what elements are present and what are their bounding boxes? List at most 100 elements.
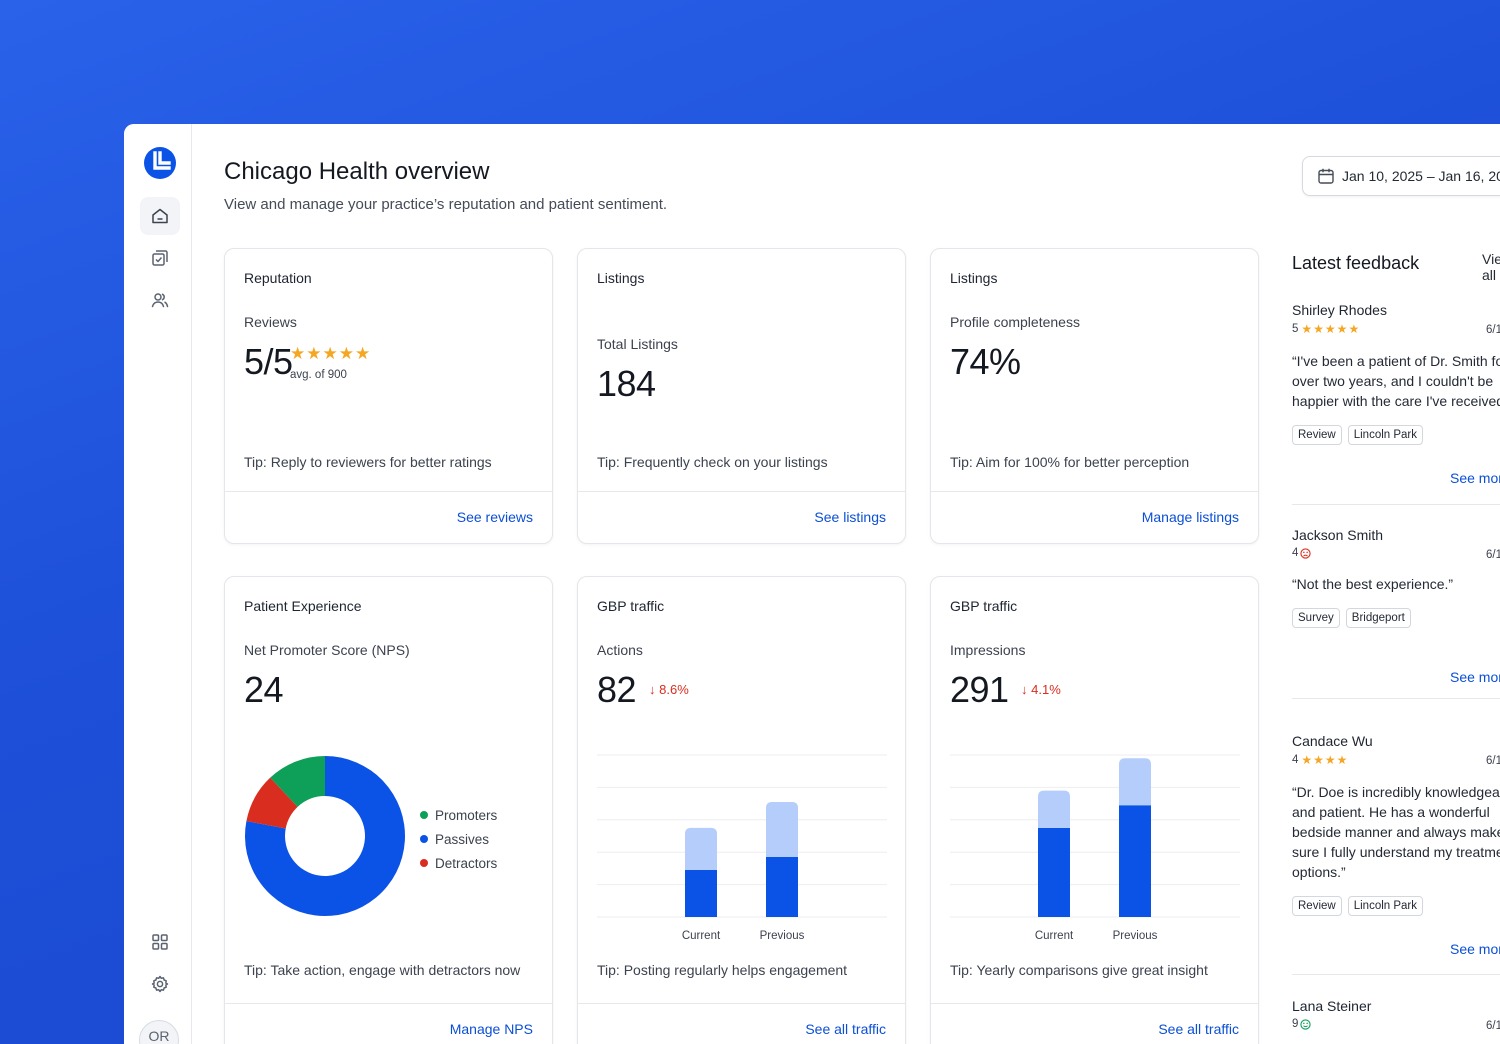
nav-users[interactable] xyxy=(140,281,180,319)
home-icon xyxy=(152,208,168,224)
rating-stars: ★★★★ xyxy=(1301,753,1349,767)
impressions-change: ↓ 4.1% xyxy=(1021,682,1061,697)
rating-stars: ★★★★★ xyxy=(290,344,372,363)
feedback-tags: Review Lincoln Park xyxy=(1292,425,1500,445)
metric-label: Impressions xyxy=(950,642,1026,658)
feedback-text: “Not the best experience.” xyxy=(1292,574,1500,594)
card-footer: See listings xyxy=(578,491,905,543)
nav-tasks[interactable] xyxy=(140,239,180,277)
feedback-date: 6/16 xyxy=(1486,549,1500,561)
nps-value: 24 xyxy=(244,669,284,710)
actions-value: 82 xyxy=(597,669,637,710)
total-listings-value: 184 xyxy=(597,363,656,404)
profile-completeness-card: Listings Profile completeness 74% Tip: A… xyxy=(930,248,1259,544)
legend-item-promoters: Promoters xyxy=(420,803,497,827)
feedback-text-line: bedside manner and always makes xyxy=(1292,824,1500,840)
divider xyxy=(1292,698,1500,699)
feedback-item[interactable]: Candace Wu 4 ★★★★ 6/16 “Dr. Doe is incre… xyxy=(1292,733,1500,916)
bar-current-segment-0[interactable] xyxy=(685,870,717,917)
score-value: 5 xyxy=(1292,323,1299,335)
view-all-feedback-link[interactable]: View all xyxy=(1482,251,1500,283)
manage-nps-link[interactable]: Manage NPS xyxy=(449,1021,533,1037)
bar-previous-segment-1[interactable] xyxy=(1119,758,1151,806)
source-tag: Review xyxy=(1292,425,1342,445)
reviews-score: 5/5 xyxy=(244,341,293,382)
manage-listings-link[interactable]: Manage listings xyxy=(1141,509,1239,525)
see-more-link[interactable]: See more xyxy=(1450,470,1500,486)
score-value: 9 xyxy=(1292,1018,1299,1030)
source-tag: Review xyxy=(1292,896,1342,916)
nps-legend: Promoters Passives Detractors xyxy=(420,803,497,875)
feedback-date: 6/16 xyxy=(1486,1020,1500,1032)
sidebar: OR xyxy=(124,124,192,1044)
feedback-title: Latest feedback xyxy=(1292,253,1420,273)
feedback-score: 4 xyxy=(1292,547,1500,559)
impressions-bar-chart: Current Previous xyxy=(950,754,1240,942)
score-value: 4 xyxy=(1292,547,1299,559)
see-more-link[interactable]: See more xyxy=(1450,941,1500,957)
bar-current-segment-0[interactable] xyxy=(1038,827,1070,917)
card-footer: Manage NPS xyxy=(225,1003,552,1044)
bar-current-segment-1[interactable] xyxy=(685,827,717,871)
feedback-text-line: over two years, and I couldn't be xyxy=(1292,373,1494,389)
donut-slice-promoters[interactable] xyxy=(270,756,325,807)
feedback-date: 6/16 xyxy=(1486,324,1500,336)
impressions-value: 291 xyxy=(950,669,1009,710)
sad-face-icon xyxy=(1300,547,1312,559)
patient-experience-card: Patient Experience Net Promoter Score (N… xyxy=(224,576,553,1044)
feedback-text-line: “Dr. Doe is incredibly knowledgeable xyxy=(1292,784,1500,800)
date-range-picker[interactable]: Jan 10, 2025 – Jan 16, 2025 xyxy=(1302,156,1500,196)
card-title: Reputation xyxy=(244,270,312,286)
see-all-traffic-link[interactable]: See all traffic xyxy=(1158,1021,1239,1037)
gbp-impressions-card: GBP traffic Impressions 291 ↓ 4.1% Curre… xyxy=(930,576,1259,1044)
metric-label: Profile completeness xyxy=(950,314,1080,330)
bar-previous-segment-0[interactable] xyxy=(766,857,798,917)
source-tag: Survey xyxy=(1292,608,1340,628)
see-listings-link[interactable]: See listings xyxy=(814,509,886,525)
reputation-card: Reputation Reviews 5/5 ★★★★★ avg. of 900… xyxy=(224,248,553,544)
bar-previous-segment-1[interactable] xyxy=(766,801,798,858)
metric-label: Reviews xyxy=(244,314,297,330)
user-avatar[interactable]: OR xyxy=(139,1020,179,1044)
users-icon xyxy=(151,293,169,308)
feedback-score: 5 ★★★★★ xyxy=(1292,322,1500,336)
date-range-label: Jan 10, 2025 – Jan 16, 2025 xyxy=(1342,168,1500,184)
feedback-item[interactable]: Lana Steiner 9 6/16 xyxy=(1292,998,1500,1032)
change-value: 4.1% xyxy=(1031,682,1061,697)
card-tip: Tip: Posting regularly helps engagement xyxy=(597,962,848,978)
nav-home[interactable] xyxy=(140,197,180,235)
nav-apps[interactable] xyxy=(140,923,180,961)
feedback-tags: Review Lincoln Park xyxy=(1292,896,1500,916)
card-title: GBP traffic xyxy=(950,598,1018,614)
reviewer-name: Jackson Smith xyxy=(1292,527,1384,543)
legend-item-detractors: Detractors xyxy=(420,851,497,875)
legend-dot xyxy=(420,811,428,819)
feedback-text-line: “I've been a patient of Dr. Smith for xyxy=(1292,353,1500,369)
bar-current-segment-1[interactable] xyxy=(1038,790,1070,828)
arrow-down-icon: ↓ xyxy=(649,682,656,697)
settings-icon xyxy=(151,975,169,993)
card-tip: Tip: Reply to reviewers for better ratin… xyxy=(244,454,492,470)
feedback-text-line: “Not the best experience.” xyxy=(1292,576,1454,592)
card-footer: Manage listings xyxy=(931,491,1258,543)
x-tick-label: Previous xyxy=(760,930,805,942)
location-tag: Lincoln Park xyxy=(1347,896,1424,916)
nps-donut-chart xyxy=(245,756,405,916)
donut-slice-detractors[interactable] xyxy=(246,777,298,829)
feedback-text-line: sure I fully understand my treatment xyxy=(1292,844,1500,860)
feedback-text-line: options.” xyxy=(1292,864,1346,880)
nav-settings[interactable] xyxy=(140,965,180,1003)
see-all-traffic-link[interactable]: See all traffic xyxy=(805,1021,886,1037)
feedback-item[interactable]: Jackson Smith 4 6/16 “Not the best exper… xyxy=(1292,527,1500,628)
feedback-text: “Dr. Doe is incredibly knowledgeable and… xyxy=(1292,782,1500,882)
legend-label: Promoters xyxy=(435,807,498,823)
brand-logo-icon[interactable] xyxy=(143,146,177,180)
bar-previous-segment-0[interactable] xyxy=(1119,805,1151,917)
see-more-link[interactable]: See more xyxy=(1450,669,1500,685)
legend-item-passives: Passives xyxy=(420,827,497,851)
see-reviews-link[interactable]: See reviews xyxy=(456,509,533,525)
divider xyxy=(1292,504,1500,505)
donut-slice-passives[interactable] xyxy=(245,756,405,916)
arrow-down-icon: ↓ xyxy=(1021,682,1028,697)
feedback-item[interactable]: Shirley Rhodes 5 ★★★★★ 6/16 “I've been a… xyxy=(1292,302,1500,445)
